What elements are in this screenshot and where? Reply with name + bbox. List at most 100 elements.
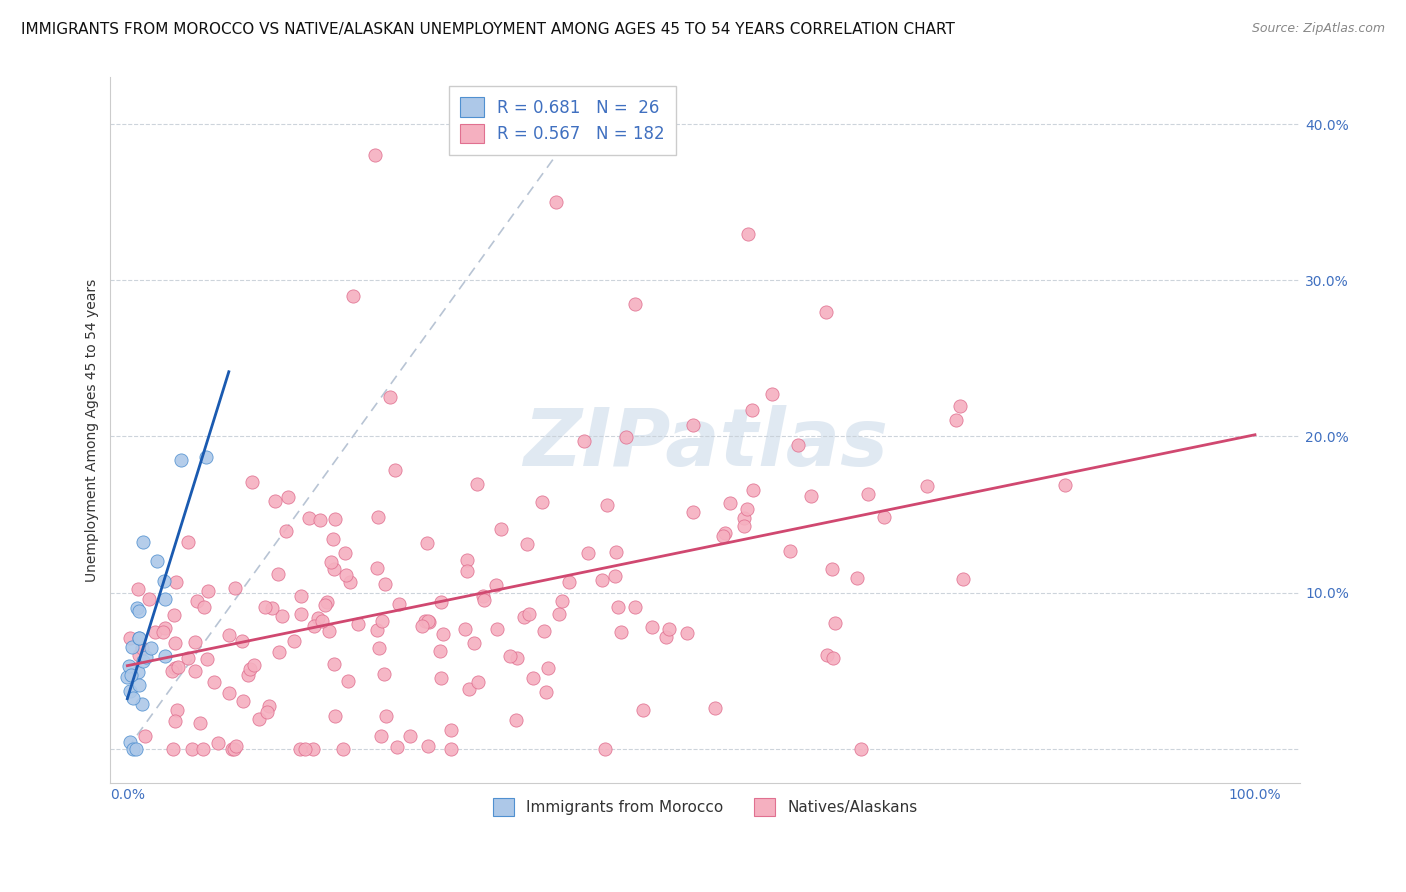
Point: [733, 511, 755, 525]
Point: [247, 713, 270, 727]
Point: [737, 227, 759, 241]
Point: [177, 651, 200, 665]
Point: [430, 671, 453, 685]
Point: [323, 511, 346, 525]
Point: [193, 599, 215, 614]
Point: [125, 601, 148, 615]
Point: [591, 573, 613, 587]
Point: [128, 648, 150, 662]
Point: [533, 624, 555, 639]
Point: [800, 489, 823, 503]
Point: [576, 546, 599, 560]
Point: [283, 633, 305, 648]
Point: [347, 617, 370, 632]
Point: [128, 604, 150, 618]
Point: [399, 729, 422, 743]
Legend: Immigrants from Morocco, Natives/Alaskans: Immigrants from Morocco, Natives/Alaskan…: [484, 789, 927, 825]
Text: Source: ZipAtlas.com: Source: ZipAtlas.com: [1251, 22, 1385, 36]
Point: [432, 626, 454, 640]
Point: [160, 664, 183, 678]
Point: [675, 626, 697, 640]
Point: [821, 651, 844, 665]
Point: [319, 555, 342, 569]
Point: [429, 644, 451, 658]
Point: [367, 509, 389, 524]
Point: [262, 601, 284, 615]
Point: [302, 618, 325, 632]
Point: [195, 652, 218, 666]
Point: [544, 195, 567, 210]
Point: [120, 631, 142, 645]
Point: [267, 645, 290, 659]
Text: IMMIGRANTS FROM MOROCCO VS NATIVE/ALASKAN UNEMPLOYMENT AMONG AGES 45 TO 54 YEARS: IMMIGRANTS FROM MOROCCO VS NATIVE/ALASKA…: [21, 22, 955, 37]
Point: [682, 505, 704, 519]
Point: [290, 741, 312, 756]
Point: [302, 741, 325, 756]
Point: [166, 659, 188, 673]
Point: [118, 683, 141, 698]
Point: [658, 622, 681, 636]
Point: [207, 736, 229, 750]
Point: [846, 571, 869, 585]
Point: [609, 625, 631, 640]
Point: [122, 741, 145, 756]
Point: [170, 453, 193, 467]
Point: [385, 740, 408, 755]
Point: [623, 599, 645, 614]
Point: [332, 741, 354, 756]
Point: [311, 614, 333, 628]
Point: [499, 649, 522, 664]
Point: [654, 631, 676, 645]
Point: [243, 657, 266, 672]
Point: [202, 674, 225, 689]
Point: [165, 574, 187, 589]
Point: [165, 714, 187, 728]
Point: [605, 568, 627, 582]
Point: [595, 741, 617, 756]
Point: [522, 671, 544, 685]
Point: [384, 463, 406, 477]
Point: [513, 609, 536, 624]
Point: [117, 659, 139, 673]
Point: [128, 631, 150, 645]
Point: [945, 412, 967, 426]
Point: [374, 577, 396, 591]
Point: [465, 476, 488, 491]
Point: [335, 567, 357, 582]
Point: [127, 665, 149, 679]
Point: [472, 589, 495, 603]
Point: [505, 713, 527, 727]
Point: [337, 673, 360, 688]
Point: [125, 741, 148, 756]
Point: [120, 668, 142, 682]
Point: [232, 694, 254, 708]
Point: [308, 512, 330, 526]
Point: [146, 554, 169, 568]
Point: [787, 438, 810, 452]
Point: [131, 640, 153, 655]
Text: ZIPatlas: ZIPatlas: [523, 405, 887, 483]
Point: [186, 594, 208, 608]
Point: [572, 434, 595, 448]
Point: [342, 289, 364, 303]
Point: [463, 636, 485, 650]
Point: [418, 615, 440, 629]
Point: [506, 651, 529, 665]
Point: [276, 524, 298, 539]
Point: [388, 597, 411, 611]
Point: [952, 572, 974, 586]
Point: [534, 685, 557, 699]
Point: [411, 618, 433, 632]
Point: [367, 640, 389, 655]
Point: [741, 402, 763, 417]
Point: [491, 522, 513, 536]
Point: [949, 399, 972, 413]
Point: [366, 561, 388, 575]
Point: [333, 546, 356, 560]
Point: [815, 648, 838, 662]
Point: [153, 591, 176, 606]
Point: [122, 690, 145, 705]
Point: [741, 483, 763, 497]
Point: [323, 709, 346, 723]
Point: [413, 614, 436, 628]
